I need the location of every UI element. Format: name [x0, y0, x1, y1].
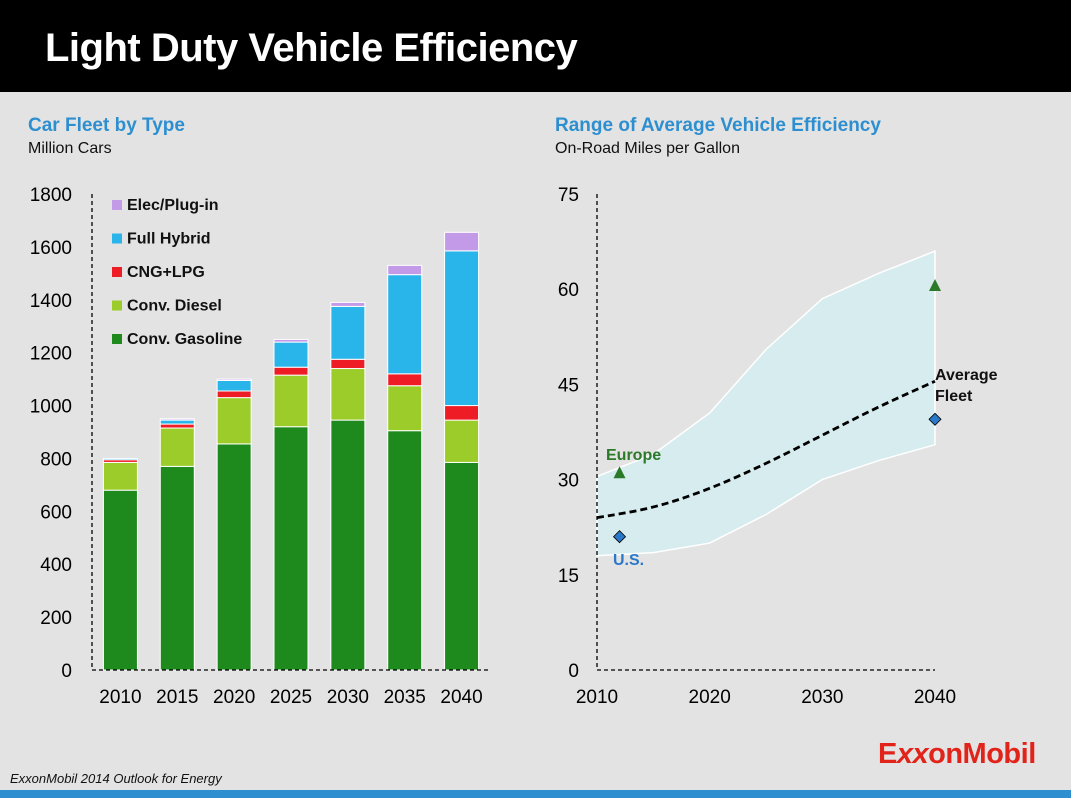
- bar-segment: [273, 374, 309, 428]
- legend-label: Conv. Diesel: [127, 298, 222, 315]
- efficiency-range-band: [596, 250, 936, 557]
- x-tick-label-left: 2020: [213, 687, 255, 708]
- y-tick-label-right: 15: [558, 566, 579, 587]
- europe-marker: [929, 279, 941, 292]
- y-tick-label-left: 400: [40, 555, 72, 576]
- y-tick-label-left: 1000: [30, 397, 72, 418]
- legend-label: Elec/Plug-in: [127, 197, 219, 214]
- y-tick-label-left: 1800: [30, 185, 72, 206]
- exxonmobil-logo: ExxonMobil: [878, 738, 1036, 770]
- bar-segment: [444, 250, 480, 407]
- us-label: U.S.: [613, 552, 644, 569]
- bar-segment: [273, 341, 309, 368]
- legend-swatch: [112, 233, 122, 244]
- legend-swatch: [112, 300, 122, 311]
- legend-swatch: [112, 334, 122, 344]
- x-tick-label-right: 2010: [576, 687, 618, 708]
- europe-marker: [613, 466, 626, 479]
- legend-label: CNG+LPG: [127, 264, 205, 281]
- x-tick-label-left: 2040: [440, 687, 482, 708]
- y-tick-label-left: 1600: [30, 238, 72, 259]
- bar-segment: [159, 427, 195, 467]
- bar-segment: [102, 457, 138, 461]
- right-chart-subtitle: On-Road Miles per Gallon: [555, 140, 740, 157]
- bar-segment: [387, 274, 423, 375]
- y-tick-label-left: 0: [61, 661, 72, 682]
- legend-label: Full Hybrid: [127, 231, 211, 248]
- bar-segment: [159, 423, 195, 429]
- bar-segment: [387, 385, 423, 432]
- y-tick-label-left: 1400: [30, 291, 72, 312]
- x-tick-label-left: 2030: [327, 687, 369, 708]
- bar-segment: [216, 397, 252, 445]
- y-tick-label-right: 0: [568, 661, 579, 682]
- bar-segment: [159, 418, 195, 421]
- x-tick-label-right: 2040: [914, 687, 956, 708]
- bar-segment: [216, 378, 252, 381]
- bar-segment: [216, 379, 252, 392]
- x-tick-label-right: 2020: [689, 687, 731, 708]
- bar-segment: [387, 430, 423, 671]
- bar-segment: [216, 443, 252, 671]
- bar-segment: [444, 231, 480, 252]
- y-tick-label-right: 75: [558, 185, 579, 206]
- legend-swatch: [112, 200, 122, 210]
- y-tick-label-left: 200: [40, 608, 72, 629]
- bottom-strip: [0, 790, 1071, 798]
- bar-segment: [330, 301, 366, 307]
- bar-segment: [216, 390, 252, 399]
- bar-segment: [330, 419, 366, 671]
- legend-swatch: [112, 267, 122, 277]
- bar-segment: [159, 465, 195, 671]
- page-title: Light Duty Vehicle Efficiency: [45, 26, 578, 70]
- europe-label: Europe: [606, 447, 661, 464]
- x-tick-label-right: 2030: [801, 687, 843, 708]
- source-note: ExxonMobil 2014 Outlook for Energy: [10, 771, 222, 786]
- left-chart-title: Car Fleet by Type: [28, 115, 185, 136]
- y-tick-label-right: 45: [558, 375, 579, 396]
- legend-label: Conv. Gasoline: [127, 331, 242, 348]
- x-tick-label-left: 2015: [156, 687, 198, 708]
- bar-segment: [444, 461, 480, 671]
- bar-segment: [330, 368, 366, 421]
- average-fleet-label: Fleet: [935, 388, 973, 405]
- bar-segment: [330, 305, 366, 360]
- average-fleet-label: Average: [935, 367, 998, 384]
- bar-segment: [273, 366, 309, 376]
- bar-segment: [102, 461, 138, 491]
- bar-segment: [387, 373, 423, 387]
- y-tick-label-left: 1200: [30, 344, 72, 365]
- bar-segment: [159, 419, 195, 425]
- bar-segment: [102, 489, 138, 671]
- y-tick-label-left: 600: [40, 502, 72, 523]
- y-tick-label-left: 800: [40, 449, 72, 470]
- bar-segment: [444, 405, 480, 421]
- bar-segment: [273, 338, 309, 343]
- bar-segment: [387, 264, 423, 276]
- left-chart-subtitle: Million Cars: [28, 140, 112, 157]
- us-marker: [612, 530, 627, 544]
- x-tick-label-left: 2025: [270, 687, 312, 708]
- right-chart-title: Range of Average Vehicle Efficiency: [555, 115, 881, 136]
- y-tick-label-right: 60: [558, 280, 579, 301]
- bar-segment: [444, 419, 480, 463]
- y-tick-label-right: 30: [558, 471, 579, 492]
- x-tick-label-left: 2010: [99, 687, 141, 708]
- average-fleet-line: [596, 379, 936, 520]
- bar-segment: [273, 426, 309, 671]
- title-bar: Light Duty Vehicle Efficiency: [0, 0, 1071, 92]
- bar-segment: [330, 358, 366, 370]
- us-marker: [928, 412, 942, 426]
- x-tick-label-left: 2035: [384, 687, 426, 708]
